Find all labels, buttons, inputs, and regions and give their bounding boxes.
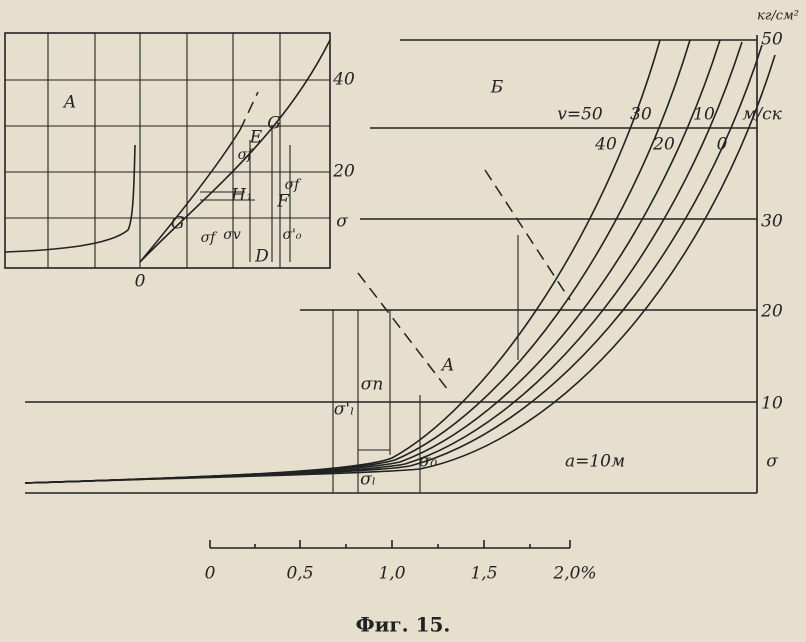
caption: Фиг. 15.	[356, 613, 451, 637]
labels: Фиг. 15. Б кг/см² σ 50 30 20 10 0 0,5 1,…	[62, 9, 799, 637]
y-tick-label: 30	[761, 212, 783, 232]
stress-label: σ₀	[419, 452, 438, 472]
stress-label: σп	[361, 375, 384, 395]
guide-lines	[332, 235, 519, 493]
stress-label: σf	[201, 230, 219, 246]
stress-label: σ'ₗ	[334, 400, 354, 420]
point-label: 0	[135, 272, 146, 292]
speed-unit: м/ск	[742, 105, 782, 125]
y-tick-label: 50	[761, 30, 783, 50]
speed-label: 10	[693, 105, 715, 125]
speed-label: 20	[652, 135, 675, 155]
stress-label: σf	[238, 147, 256, 163]
speed-label: 40	[594, 135, 617, 155]
unit: кг/см²	[757, 9, 799, 24]
x-tick-label: 1,5	[470, 564, 497, 584]
point-label: D	[254, 247, 269, 267]
stress-label: σ'₀	[282, 227, 301, 243]
panel-a	[4, 32, 331, 269]
point-label: A	[440, 356, 454, 376]
point-label: G'	[171, 214, 189, 234]
parameter: a=10м	[565, 452, 625, 472]
x-tick-label: 0,5	[286, 564, 313, 584]
point-label: F	[276, 192, 290, 212]
grid	[25, 35, 758, 494]
curve	[24, 54, 776, 484]
y-tick-label: 20	[760, 302, 783, 322]
panel-label: A	[62, 93, 76, 113]
point-label: G	[267, 114, 281, 134]
y-tick-label: 10	[761, 394, 783, 414]
speed-label: 30	[630, 105, 652, 125]
y-tick-label: 20	[332, 162, 355, 182]
y-tick-label: 40	[332, 70, 355, 90]
x-scale	[209, 540, 571, 549]
x-tick-label: 0	[205, 564, 216, 584]
axis-symbol: σ	[336, 212, 348, 232]
speed-label: v=50	[557, 105, 603, 125]
point-label: H₁	[230, 186, 253, 206]
stress-label: σv	[223, 227, 241, 243]
speed-label: 0	[717, 135, 728, 155]
stress-label: σₗ	[360, 470, 376, 490]
x-tick-label: 1,0	[378, 564, 405, 584]
x-tick-label: 2,0%	[552, 564, 596, 584]
axis-symbol: σ	[766, 452, 778, 472]
dashed-line	[357, 169, 571, 391]
panel-label: Б	[490, 78, 504, 98]
stress-label: σf	[285, 177, 303, 193]
point-label: E	[249, 128, 263, 148]
